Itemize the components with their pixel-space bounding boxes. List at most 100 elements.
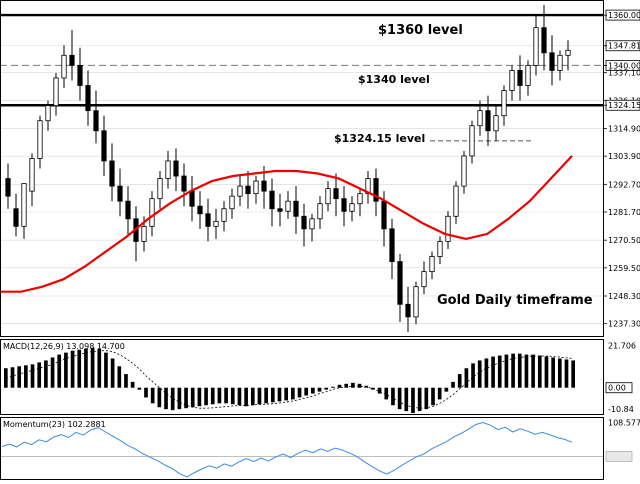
candle-up xyxy=(22,184,26,227)
candle-up xyxy=(446,216,450,241)
y-tick-label: 1237.30 xyxy=(608,320,640,329)
level-label: $1324.15 level xyxy=(334,132,425,145)
macd-bar xyxy=(198,388,202,407)
candle-up xyxy=(510,70,514,90)
candle-down xyxy=(246,186,250,194)
candle-down xyxy=(206,214,210,227)
macd-bar xyxy=(431,388,435,406)
macd-tick-label: 21.706 xyxy=(608,341,636,350)
candle-down xyxy=(262,181,266,191)
candle-up xyxy=(534,28,538,66)
macd-bar xyxy=(51,358,55,388)
macd-bar xyxy=(17,366,21,387)
candle-down xyxy=(278,209,282,212)
macd-bar xyxy=(91,348,95,388)
macd-bar xyxy=(538,356,542,388)
candle-up xyxy=(142,226,146,241)
macd-bar xyxy=(11,367,15,387)
y-tick-label: 1324.15 xyxy=(608,101,640,110)
macd-bar xyxy=(391,388,395,406)
momentum-tick-label: 108.5773 xyxy=(608,419,640,428)
macd-bar xyxy=(411,388,415,413)
candle-up xyxy=(38,121,42,159)
macd-tick-label: -10.84 xyxy=(608,405,634,414)
macd-bar xyxy=(37,362,41,387)
candles xyxy=(6,5,570,332)
candle-down xyxy=(14,209,18,227)
macd-bar xyxy=(191,388,195,407)
level-label: $1340 level xyxy=(358,73,430,86)
candle-down xyxy=(182,176,186,191)
macd-bar xyxy=(231,388,235,405)
macd-bar xyxy=(558,358,562,387)
macd-bar xyxy=(338,385,342,388)
macd-bar xyxy=(565,359,569,387)
candle-down xyxy=(382,201,386,229)
macd-bar xyxy=(531,355,535,388)
candle-up xyxy=(350,204,354,212)
candle-up xyxy=(438,241,442,256)
candle-up xyxy=(286,201,290,211)
candle-down xyxy=(542,28,546,53)
macd-bar xyxy=(445,388,449,392)
candle-up xyxy=(46,106,50,121)
candle-down xyxy=(94,111,98,131)
macd-bar xyxy=(404,388,408,411)
candle-up xyxy=(526,65,530,85)
candle-down xyxy=(294,201,298,216)
candle-up xyxy=(358,194,362,204)
level-label: $1360 level xyxy=(378,23,463,38)
y-tick-label: 1292.70 xyxy=(608,180,640,189)
y-tick-label: 1303.90 xyxy=(608,152,640,161)
macd-bar xyxy=(158,388,162,407)
macd-bar xyxy=(224,388,228,404)
candle-up xyxy=(62,55,66,78)
macd-bar xyxy=(331,387,335,388)
macd-bar xyxy=(358,384,362,388)
candle-down xyxy=(78,65,82,85)
y-tick-label: 1281.70 xyxy=(608,208,640,217)
macd-tick-label: 0.00 xyxy=(608,384,626,393)
candle-up xyxy=(454,186,458,216)
macd-bar xyxy=(505,355,509,388)
macd-bar xyxy=(311,388,315,394)
macd-bar xyxy=(104,353,108,388)
macd-bar xyxy=(545,357,549,388)
macd-bar xyxy=(178,388,182,409)
candle-down xyxy=(198,206,202,214)
macd-bar xyxy=(351,383,355,388)
candle-down xyxy=(190,191,194,206)
candle-up xyxy=(478,111,482,126)
candle-up xyxy=(166,161,170,179)
momentum-current-marker xyxy=(606,451,632,461)
candle-up xyxy=(414,287,418,317)
candle-down xyxy=(102,131,106,161)
macd-bar xyxy=(184,388,188,408)
momentum-line xyxy=(2,423,572,477)
y-tick-label: 1360.00 xyxy=(608,11,640,20)
candle-down xyxy=(174,161,178,176)
macd-bar xyxy=(244,388,248,407)
macd-bar xyxy=(278,388,282,402)
candle-down xyxy=(126,201,130,219)
macd-panel xyxy=(4,348,575,413)
candle-up xyxy=(150,199,154,227)
candle-down xyxy=(486,111,490,131)
candle-up xyxy=(502,91,506,116)
candle-up xyxy=(566,50,570,55)
moving-average xyxy=(0,156,572,292)
macd-bar xyxy=(485,358,489,387)
macd-bar xyxy=(218,388,222,404)
macd-bar xyxy=(251,388,255,406)
candle-down xyxy=(390,229,394,262)
candle-up xyxy=(238,186,242,196)
chart-annotation: Gold Daily timeframe xyxy=(437,293,593,308)
candle-up xyxy=(494,116,498,131)
macd-bar xyxy=(164,388,168,409)
macd-bar xyxy=(111,358,115,387)
macd-bar xyxy=(344,384,348,388)
macd-bar xyxy=(424,388,428,409)
macd-bar xyxy=(465,368,469,387)
macd-bar xyxy=(31,364,35,387)
macd-bar xyxy=(77,350,81,388)
